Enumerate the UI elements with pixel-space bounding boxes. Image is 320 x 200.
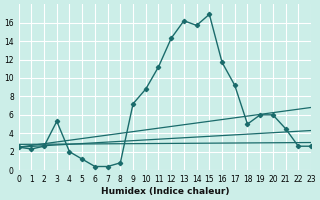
X-axis label: Humidex (Indice chaleur): Humidex (Indice chaleur) [100, 187, 229, 196]
